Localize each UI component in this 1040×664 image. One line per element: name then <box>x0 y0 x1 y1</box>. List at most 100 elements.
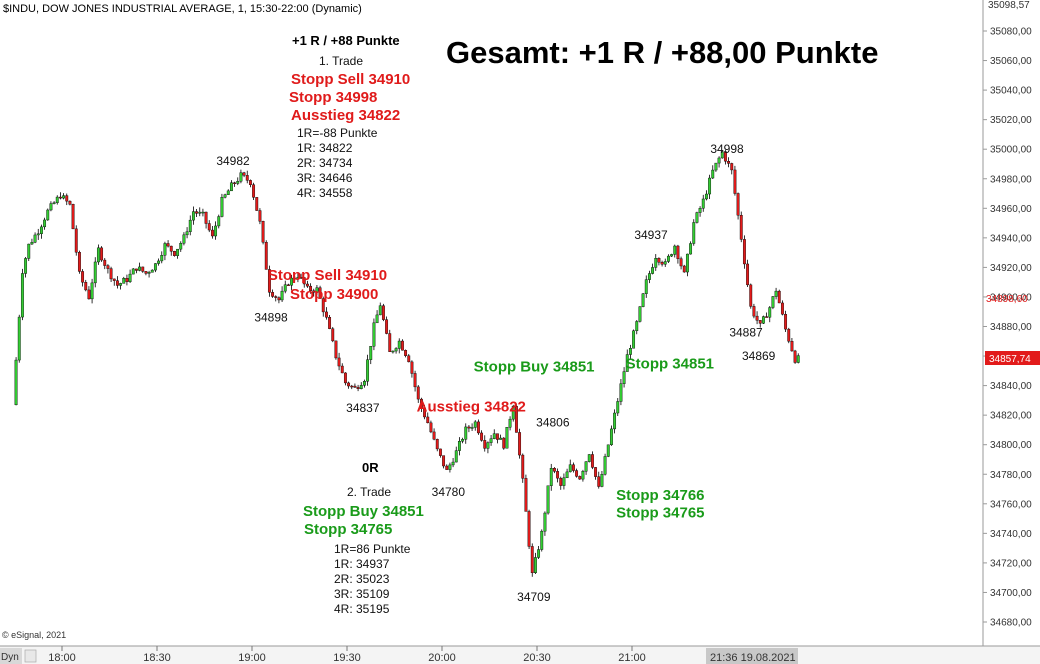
candle-up <box>39 226 43 234</box>
candle-up <box>201 211 205 214</box>
candle-down <box>115 280 119 286</box>
candle-up <box>492 433 496 439</box>
trade1-3r: 3R: 34646 <box>297 171 353 185</box>
candle-down <box>274 296 278 298</box>
candle-down <box>109 268 113 280</box>
candle-down <box>302 277 306 285</box>
candle-down <box>416 386 420 400</box>
candle-up <box>632 330 636 349</box>
candle-down <box>233 182 237 184</box>
candle-up <box>359 385 363 390</box>
candle-up <box>451 461 455 466</box>
trade2-1r: 1R: 34937 <box>334 557 390 571</box>
price-level-label: 34837 <box>346 401 380 415</box>
candle-down <box>242 172 246 176</box>
candle-up <box>236 181 240 184</box>
candle-up <box>157 260 161 264</box>
candle-up <box>49 203 53 211</box>
candle-up <box>568 464 572 473</box>
chart-annotation: Stopp 34900 <box>290 286 378 303</box>
candle-up <box>17 316 21 361</box>
candle-up <box>695 212 699 223</box>
scroll-left-button[interactable] <box>24 649 37 663</box>
candle-up <box>296 277 300 280</box>
candle-down <box>746 263 750 286</box>
candle-up <box>714 162 718 171</box>
candle-down <box>423 407 427 418</box>
candle-up <box>366 359 370 382</box>
candle-down <box>514 405 518 433</box>
candle-down <box>736 193 740 216</box>
candle-down <box>207 223 211 231</box>
candle-down <box>790 341 794 352</box>
candle-down <box>74 228 78 253</box>
y-tick-label: 34960,00 <box>990 204 1032 215</box>
candle-up <box>499 437 503 440</box>
candle-down <box>347 382 351 387</box>
candle-up <box>226 190 230 195</box>
y-axis-ticks[interactable]: 35080,00 35060,00 35040,00 35020,00 35000,00… <box>983 27 1032 629</box>
candle-up <box>537 549 541 558</box>
x-tick-label: 18:30 <box>143 652 171 664</box>
cursor-time-tag-bg <box>706 648 798 664</box>
candle-down <box>172 251 176 256</box>
x-axis-ticks[interactable]: 18:00 18:30 19:00 19:30 20:00 20:30 21:00 <box>48 646 646 664</box>
trade2-stop: Stopp 34765 <box>304 521 392 538</box>
candle-down <box>575 470 579 477</box>
chart-title: $INDU, DOW JONES INDUSTRIAL AVERAGE, 1, … <box>3 3 362 15</box>
candle-up <box>128 273 132 282</box>
candle-down <box>58 196 62 199</box>
candle-down <box>210 229 214 237</box>
candle-up <box>606 444 610 457</box>
candle-down <box>426 416 430 424</box>
candle-up <box>33 234 37 243</box>
candle-up <box>30 242 34 245</box>
candles-layer <box>14 150 800 577</box>
candle-up <box>280 290 284 301</box>
candle-down <box>727 161 731 164</box>
y-tick-label: 34820,00 <box>990 411 1032 422</box>
candle-up <box>622 371 626 384</box>
candle-down <box>328 317 332 329</box>
candle-up <box>448 464 452 470</box>
candle-down <box>245 175 249 181</box>
candle-up <box>397 340 401 349</box>
candle-down <box>445 465 449 470</box>
copyright-notice: © eSignal, 2021 <box>2 630 66 640</box>
last-price-tag-bg <box>985 351 1040 365</box>
trade1-2r: 2R: 34734 <box>297 156 353 170</box>
candle-up <box>511 405 515 420</box>
candle-down <box>252 184 256 198</box>
candle-down <box>552 468 556 472</box>
candle-up <box>52 202 56 204</box>
y-tick-label: 34740,00 <box>990 529 1032 540</box>
candle-down <box>410 361 414 374</box>
dyn-box[interactable] <box>0 648 22 664</box>
candle-down <box>318 287 322 299</box>
candle-up <box>191 211 195 221</box>
candle-down <box>578 476 582 480</box>
candle-up <box>391 350 395 353</box>
candle-down <box>400 340 404 351</box>
candle-up <box>473 421 477 428</box>
candle-down <box>100 247 104 261</box>
candle-up <box>36 233 40 236</box>
candle-up <box>720 151 724 159</box>
candle-up <box>217 216 221 227</box>
candle-down <box>730 163 734 171</box>
candle-down <box>571 464 575 471</box>
candle-up <box>654 258 658 268</box>
candle-down <box>483 440 487 449</box>
candle-down <box>343 372 347 384</box>
trade2-stop-buy: Stopp Buy 34851 <box>303 503 424 520</box>
candle-down <box>435 438 439 450</box>
candle-up <box>609 428 613 446</box>
candle-up <box>651 267 655 274</box>
candle-down <box>594 467 598 477</box>
candle-down <box>527 511 531 547</box>
candle-down <box>286 284 290 286</box>
candle-up <box>229 182 233 192</box>
y-tick-label: 34980,00 <box>990 174 1032 185</box>
candle-down <box>81 271 85 283</box>
candle-down <box>356 387 360 390</box>
